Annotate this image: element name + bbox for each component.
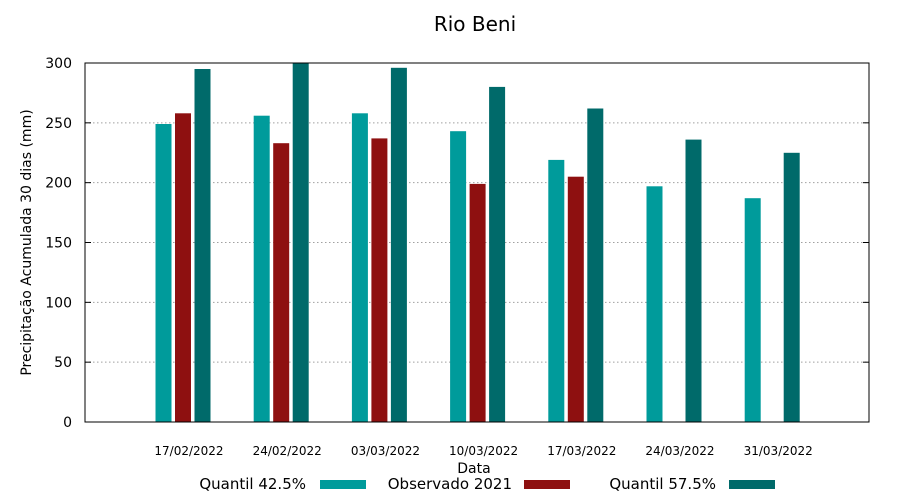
y-tick-labels: 0 50 100 150 200 250 300 — [45, 56, 869, 431]
y-tick-label: 100 — [45, 295, 72, 311]
y-tick-label: 250 — [45, 116, 72, 132]
y-tick-label: 200 — [45, 176, 72, 192]
x-tick-labels: 17/02/2022 24/02/2022 03/03/2022 10/03/2022… — [154, 444, 812, 458]
x-tick-label: 31/03/2022 — [744, 444, 813, 458]
bar-2-3 — [489, 86, 506, 423]
legend-swatch-1 — [524, 480, 570, 489]
bar-2-6 — [783, 152, 800, 423]
y-axis-label: Precipitação Acumulada 30 dias (mm) — [19, 109, 35, 375]
bar-2-4 — [587, 108, 604, 422]
bar-2-0 — [194, 69, 211, 422]
bars — [155, 63, 800, 423]
x-tick-label: 10/03/2022 — [449, 444, 518, 458]
bar-0-0 — [155, 124, 172, 422]
bar-0-2 — [351, 113, 368, 423]
y-tick-label: 150 — [45, 236, 72, 252]
bar-1-0 — [175, 113, 191, 423]
legend-swatch-0 — [320, 480, 366, 489]
legend-label-2: Quantil 57.5% — [609, 475, 716, 493]
x-tick-label: 03/03/2022 — [351, 444, 420, 458]
x-axis-label: Data — [457, 461, 490, 477]
x-tick-label: 17/03/2022 — [547, 444, 616, 458]
bar-0-4 — [548, 159, 565, 422]
bar-0-1 — [253, 115, 270, 422]
bar-0-3 — [450, 131, 467, 422]
bar-0-6 — [744, 198, 761, 422]
bar-1-1 — [273, 143, 290, 422]
y-tick-label: 50 — [54, 355, 72, 371]
y-tick-label: 0 — [63, 415, 72, 431]
bar-1-2 — [371, 138, 388, 422]
legend-label-0: Quantil 42.5% — [199, 475, 306, 493]
bar-2-1 — [292, 63, 309, 422]
x-tick-label: 17/02/2022 — [154, 444, 223, 458]
legend: Quantil 42.5% Observado 2021 Quantil 57.5% — [199, 475, 775, 493]
x-tick-label: 24/02/2022 — [253, 444, 322, 458]
x-tick-label: 24/03/2022 — [645, 444, 714, 458]
bar-1-4 — [567, 176, 584, 422]
y-tick-label: 300 — [45, 56, 72, 72]
bar-2-5 — [685, 139, 702, 422]
chart-title: Rio Beni — [434, 12, 516, 36]
bar-2-2 — [390, 67, 407, 423]
legend-label-1: Observado 2021 — [388, 475, 512, 493]
legend-swatch-2 — [729, 480, 775, 489]
bar-1-3 — [469, 183, 486, 422]
bar-0-5 — [646, 186, 663, 422]
